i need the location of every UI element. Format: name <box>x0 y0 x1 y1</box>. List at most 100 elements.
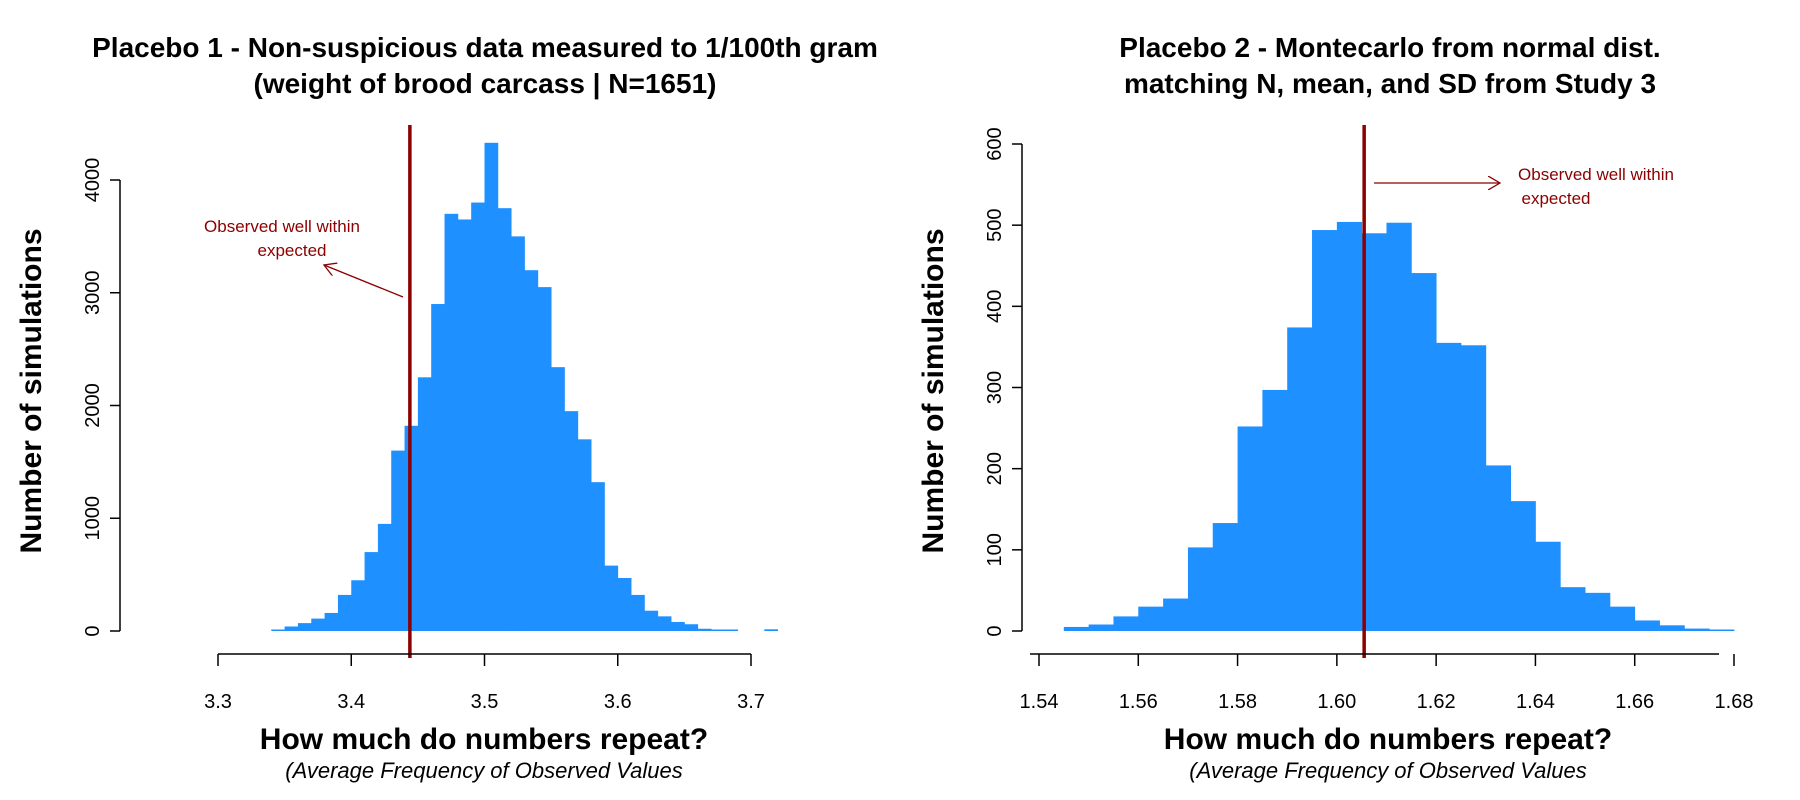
histogram-bar <box>1138 606 1164 631</box>
y-tick: 400 <box>984 290 1022 323</box>
y-tick-label: 4000 <box>82 158 104 203</box>
x-tick-label: 1.54 <box>1020 691 1059 713</box>
chart-title-line-2: (weight of brood carcass | N=1651) <box>254 68 717 99</box>
histogram-bar <box>724 629 739 631</box>
x-tick: 3.3 <box>204 654 232 713</box>
x-tick-label: 3.4 <box>337 691 365 713</box>
histogram-bar <box>297 623 312 631</box>
chart-panel-placebo-1: Placebo 1 - Non-suspicious data measured… <box>15 32 878 783</box>
histogram-bar <box>271 629 286 631</box>
histogram-bar <box>1187 547 1214 631</box>
annotation-line-1: Observed well within <box>1518 165 1674 184</box>
histogram-bar <box>1212 523 1238 631</box>
y-tick: 300 <box>984 371 1022 404</box>
histogram-bar <box>417 377 432 631</box>
y-tick: 0 <box>82 625 120 637</box>
x-tick: 3.4 <box>337 654 365 713</box>
x-tick-label: 1.66 <box>1615 691 1654 713</box>
y-tick: 4000 <box>82 158 120 203</box>
histogram-bar <box>1709 629 1735 631</box>
histogram-bar <box>631 594 645 631</box>
x-tick: 3.5 <box>471 654 499 713</box>
histogram-bars <box>271 142 779 632</box>
histogram-bar <box>351 580 365 631</box>
histogram-bar <box>764 629 779 631</box>
y-tick: 600 <box>984 127 1022 161</box>
histogram-bar <box>377 523 392 631</box>
x-axis-ticks: 3.3 3.4 3.5 3.6 3.7 <box>204 654 765 713</box>
histogram-bar <box>697 628 712 631</box>
y-tick-label: 500 <box>984 208 1006 241</box>
x-tick-label: 1.62 <box>1417 691 1456 713</box>
y-tick-label: 2000 <box>82 383 104 428</box>
x-tick: 3.7 <box>737 654 765 713</box>
histogram-bar <box>284 626 299 631</box>
x-tick: 1.62 <box>1417 654 1456 713</box>
x-axis-sublabel: (Average Frequency of Observed Values <box>285 758 682 783</box>
x-tick: 1.58 <box>1218 654 1257 713</box>
histogram-bar <box>524 270 539 631</box>
histogram-bar <box>1535 541 1561 631</box>
x-axis-label: How much do numbers repeat? <box>260 723 708 756</box>
chart-panel-placebo-2: Placebo 2 - Montecarlo from normal dist.… <box>917 32 1753 783</box>
y-axis-label: Number of simulations <box>917 228 950 553</box>
histogram-bar <box>457 219 472 631</box>
histogram-bar <box>1163 598 1189 631</box>
x-tick-label: 1.56 <box>1119 691 1158 713</box>
histogram-bar <box>1585 592 1611 631</box>
annotation-arrow <box>324 265 404 298</box>
y-tick-label: 3000 <box>82 271 104 316</box>
histogram-bar <box>444 213 459 631</box>
histogram-bar <box>1411 273 1437 631</box>
histogram-bar <box>1336 221 1363 632</box>
histogram-bar <box>1063 626 1090 631</box>
x-tick-label: 1.64 <box>1516 691 1555 713</box>
y-tick-label: 1000 <box>82 496 104 541</box>
x-tick-label: 3.5 <box>471 691 499 713</box>
histogram-bar <box>657 616 672 631</box>
y-tick: 2000 <box>82 383 120 428</box>
histogram-bar <box>577 439 592 631</box>
x-tick-label: 3.3 <box>204 691 232 713</box>
histogram-bar <box>1287 327 1313 631</box>
x-tick: 1.64 <box>1516 654 1555 713</box>
histogram-bar <box>551 367 565 631</box>
histogram-bar <box>1262 389 1288 631</box>
histogram-bar <box>471 202 485 632</box>
histogram-bar <box>497 208 512 631</box>
histogram-bar <box>1113 616 1139 631</box>
histogram-bar <box>1436 342 1462 631</box>
annotation-line-1: Observed well within <box>204 217 360 236</box>
y-axis-label: Number of simulations <box>15 228 48 553</box>
histogram-bar <box>391 450 405 631</box>
y-tick: 100 <box>984 533 1022 567</box>
x-axis-ticks: 1.54 1.56 1.58 1.60 1.62 1.64 1.66 1.68 <box>1020 654 1753 713</box>
x-tick-label: 3.6 <box>604 691 632 713</box>
y-tick-label: 100 <box>984 533 1006 566</box>
histogram-bar <box>1312 230 1338 632</box>
histogram-bar <box>1609 606 1636 631</box>
histogram-bar <box>644 610 659 631</box>
annotation-line-2: expected <box>1522 189 1591 208</box>
histogram-bar <box>1088 624 1114 631</box>
y-tick-label: 300 <box>984 371 1006 404</box>
histogram-bar <box>1510 501 1536 631</box>
histogram-bar <box>1560 587 1586 631</box>
histogram-bar <box>1237 426 1263 631</box>
histogram-bar <box>324 612 339 631</box>
histogram-bars <box>1063 221 1735 632</box>
histogram-bar <box>431 304 445 631</box>
chart-title-line-1: Placebo 1 - Non-suspicious data measured… <box>92 32 878 63</box>
histogram-bar <box>337 594 352 631</box>
x-tick-label: 1.58 <box>1218 691 1257 713</box>
y-tick: 500 <box>984 208 1022 242</box>
histogram-bar <box>1684 628 1710 631</box>
x-tick: 1.68 <box>1715 654 1753 713</box>
chart-title-line-2: matching N, mean, and SD from Study 3 <box>1124 68 1656 99</box>
y-tick-label: 600 <box>984 127 1006 160</box>
histogram-bar <box>604 565 619 631</box>
x-axis-sublabel: (Average Frequency of Observed Values <box>1189 758 1586 783</box>
histogram-bar <box>1659 625 1685 631</box>
histogram-bar <box>1460 345 1487 631</box>
